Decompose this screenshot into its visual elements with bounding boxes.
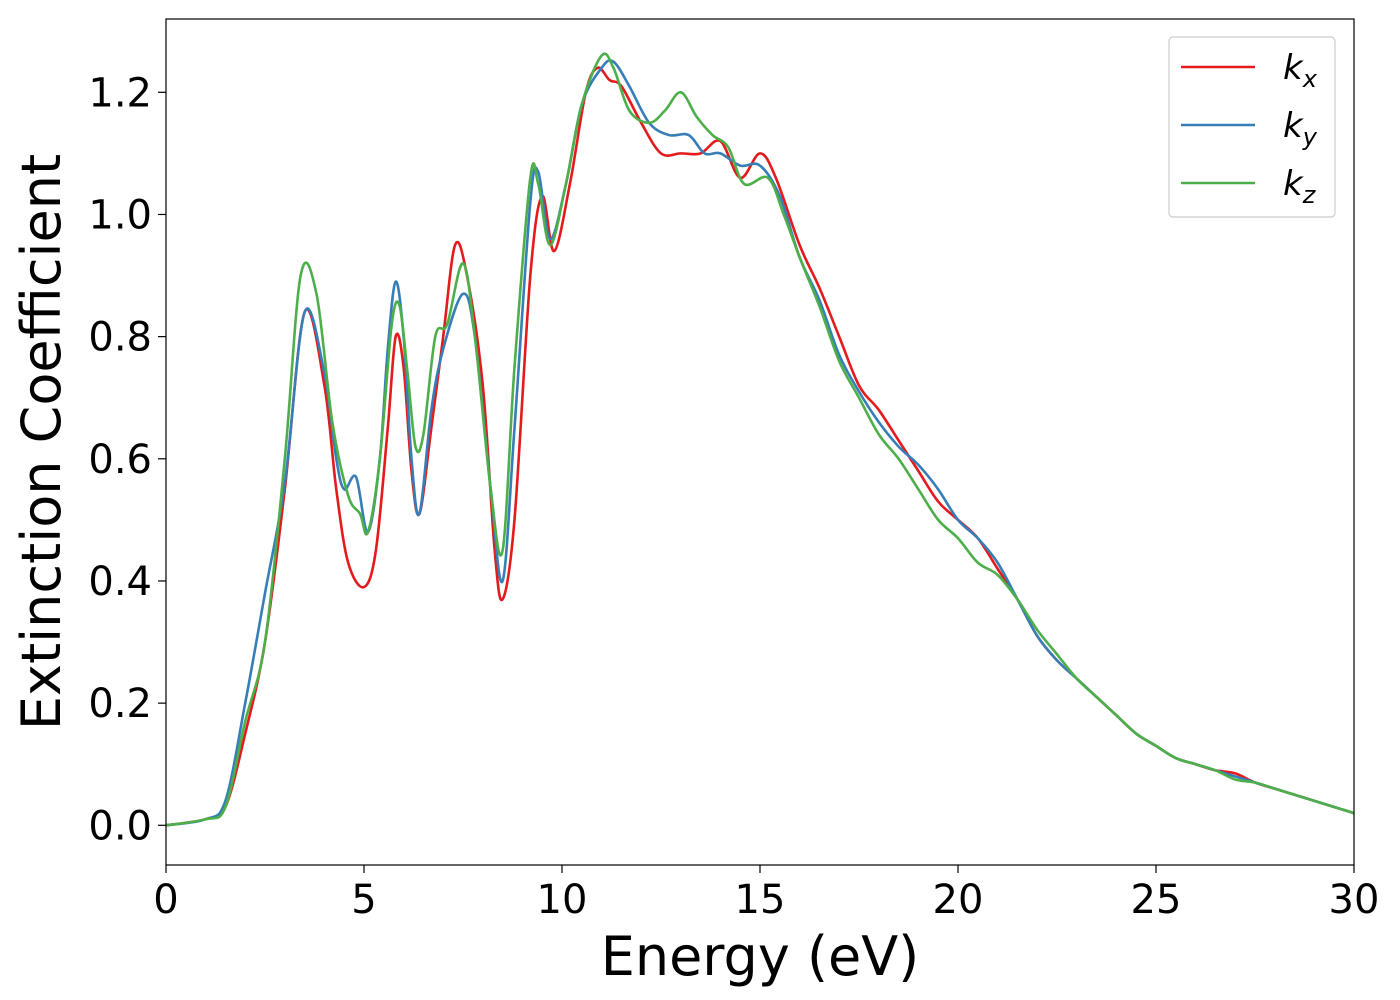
y-axis-ticks: 0.0 0.2 0.4 0.6 0.8 1.0 1.2 (88, 70, 166, 849)
x-tick-label: 0 (153, 877, 178, 923)
y-tick-label: 0.4 (88, 559, 152, 605)
y-tick-label: 0.0 (88, 803, 152, 849)
x-tick-label: 15 (735, 877, 786, 923)
x-tick-label: 30 (1329, 877, 1380, 923)
x-axis-label: Energy (eV) (601, 925, 920, 988)
legend-label-kz: kz (1283, 164, 1317, 209)
y-tick-label: 1.2 (88, 70, 152, 116)
series-line-kz (165, 52, 1355, 827)
series-layer (165, 52, 1355, 827)
y-tick-label: 0.2 (88, 681, 152, 727)
x-tick-label: 10 (537, 877, 588, 923)
legend: kx ky kz (1168, 36, 1336, 218)
plot-frame (165, 18, 1355, 866)
legend-box (1168, 36, 1336, 218)
x-tick-label: 25 (1131, 877, 1182, 923)
legend-label-ky: ky (1283, 106, 1318, 151)
x-tick-label: 5 (351, 877, 376, 923)
y-axis-label: Extinction Coefficient (10, 154, 73, 730)
x-axis-ticks: 0 5 10 15 20 25 30 (153, 865, 1379, 923)
legend-label-kx: kx (1283, 48, 1318, 93)
y-tick-label: 0.8 (88, 315, 152, 361)
x-tick-label: 20 (933, 877, 984, 923)
y-tick-label: 1.0 (88, 192, 152, 238)
y-tick-label: 0.6 (88, 437, 152, 483)
